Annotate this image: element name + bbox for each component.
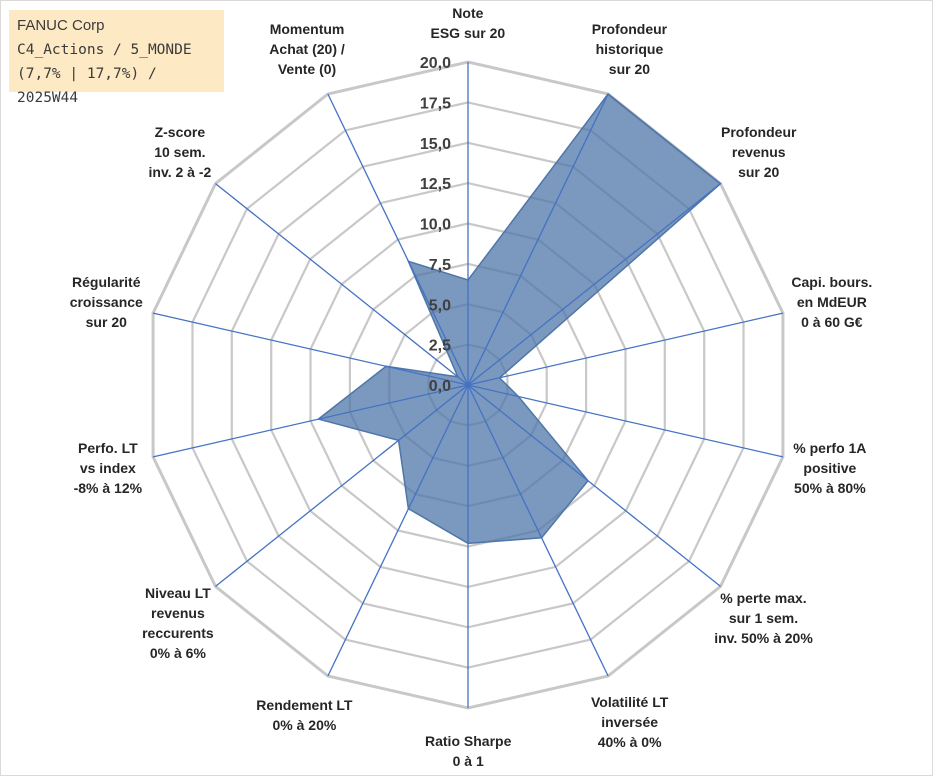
axis-label-line: 40% à 0% [597, 733, 662, 750]
spoke-1 [467, 93, 609, 386]
axis-label-line: -8% à 12% [73, 480, 143, 497]
spoke-3 [467, 312, 784, 386]
spoke-11 [152, 312, 469, 386]
axis-label-line: Vente (0) [277, 60, 337, 77]
spoke-12 [215, 183, 469, 386]
axis-label-1: Profondeur historique sur 20 [592, 19, 667, 79]
axis-label-line: Niveau LT [144, 584, 211, 601]
axis-label-line: 0% à 20% [272, 716, 337, 733]
axis-label-line: Volatilité LT [591, 693, 669, 710]
r-tick-label: 2,5 [429, 338, 451, 355]
axis-label-0: Note ESG sur 20 [431, 3, 506, 43]
title-category: C4_Actions / 5_MONDE [17, 42, 192, 58]
series-area-0 [316, 92, 722, 545]
r-tick-label: 15,0 [420, 136, 451, 153]
axis-label-line: historique [595, 40, 664, 57]
axis-label-12: Z-score 10 sem. inv. 2 à -2 [149, 122, 212, 182]
axis-label-line: ESG sur 20 [430, 25, 506, 41]
r-tick-label: 0,0 [429, 378, 451, 395]
axis-label-line: positive [803, 460, 857, 477]
spoke-2 [467, 183, 721, 386]
axis-label-line: inversée [601, 713, 659, 730]
axis-label-line: Profondeur [721, 124, 797, 141]
axis-label-line: croissance [69, 293, 143, 310]
axis-label-line: Note [452, 5, 484, 21]
chart-title-box: FANUC Corp C4_Actions / 5_MONDE (7,7% | … [9, 10, 224, 106]
axis-label-line: 0 à 60 G€ [801, 313, 863, 330]
axis-label-line: Perfo. LT [78, 440, 138, 457]
axis-label-line: Z-score [154, 124, 206, 141]
radial-tick-labels: 0,0 2,5 5,0 7,5 10,0 12,5 15,0 17,5 20,0 [420, 55, 451, 395]
axis-label-line: revenus [151, 604, 205, 621]
axis-label-line: 10 sem. [154, 144, 206, 161]
axis-label-8: Rendement LT 0% à 20% [256, 695, 352, 735]
axis-label-line: 50% à 80% [794, 480, 866, 497]
r-tick-label: 5,0 [429, 297, 451, 314]
r-tick-label: 17,5 [420, 95, 451, 112]
r-tick-label: 7,5 [429, 257, 451, 274]
axis-label-line: Ratio Sharpe [425, 733, 512, 749]
radar-series [316, 92, 722, 545]
axis-label-line: sur 20 [608, 60, 651, 77]
axis-label-line: revenus [731, 144, 786, 161]
axis-label-line: reccurents [142, 624, 214, 641]
title-company: FANUC Corp [17, 17, 105, 34]
axis-label-4: % perfo 1A positive 50% à 80% [793, 438, 866, 498]
axis-label-line: Achat (20) / [269, 40, 345, 57]
axis-label-line: 0% à 6% [149, 644, 206, 661]
spoke-4 [467, 384, 784, 458]
axis-label-6: Volatilité LT inversée 40% à 0% [591, 692, 668, 752]
axis-label-11: Régularité croissance sur 20 [70, 272, 143, 332]
axis-label-3: Capi. bours. en MdEUR 0 à 60 G€ [791, 272, 872, 332]
spoke-5 [467, 384, 721, 587]
axis-label-line: 0 à 1 [452, 753, 484, 769]
r-tick-label: 12,5 [420, 176, 451, 193]
axis-label-line: Rendement LT [256, 696, 353, 713]
axis-label-line: % perte max. [720, 589, 807, 606]
spoke-13 [327, 93, 469, 386]
axis-label-line: Régularité [72, 273, 141, 290]
spoke-10 [152, 384, 469, 458]
axis-label-line: sur 20 [85, 313, 127, 330]
title-period: (7,7% | 17,7%) / 2025W44 [17, 66, 157, 106]
axis-label-line: en MdEUR [796, 293, 867, 310]
axis-label-line: sur 1 sem. [728, 609, 799, 626]
axis-label-line: % perfo 1A [793, 440, 867, 457]
axis-label-line: Profondeur [591, 20, 668, 37]
axis-label-2: Profondeur revenus sur 20 [721, 122, 796, 182]
axis-label-10: Perfo. LT vs index -8% à 12% [74, 438, 142, 498]
axis-label-line: Momentum [269, 20, 345, 37]
axis-label-line: inv. 50% à 20% [714, 629, 813, 646]
axis-label-line: Capi. bours. [791, 273, 873, 290]
axis-label-line: inv. 2 à -2 [148, 164, 212, 181]
r-tick-label: 20,0 [420, 55, 451, 72]
spoke-9 [215, 384, 469, 587]
axis-label-5: % perte max. sur 1 sem. inv. 50% à 20% [714, 588, 813, 648]
axis-label-line: vs index [79, 460, 136, 477]
axis-label-line: sur 20 [738, 164, 780, 181]
axis-label-7: Ratio Sharpe 0 à 1 [425, 731, 511, 771]
radar-spokes [152, 62, 784, 708]
axis-label-9: Niveau LT revenus reccurents 0% à 6% [142, 583, 214, 663]
r-tick-label: 10,0 [420, 217, 451, 234]
axis-label-13: Momentum Achat (20) / Vente (0) [269, 19, 344, 79]
spoke-6 [467, 384, 609, 677]
spoke-8 [327, 384, 469, 677]
